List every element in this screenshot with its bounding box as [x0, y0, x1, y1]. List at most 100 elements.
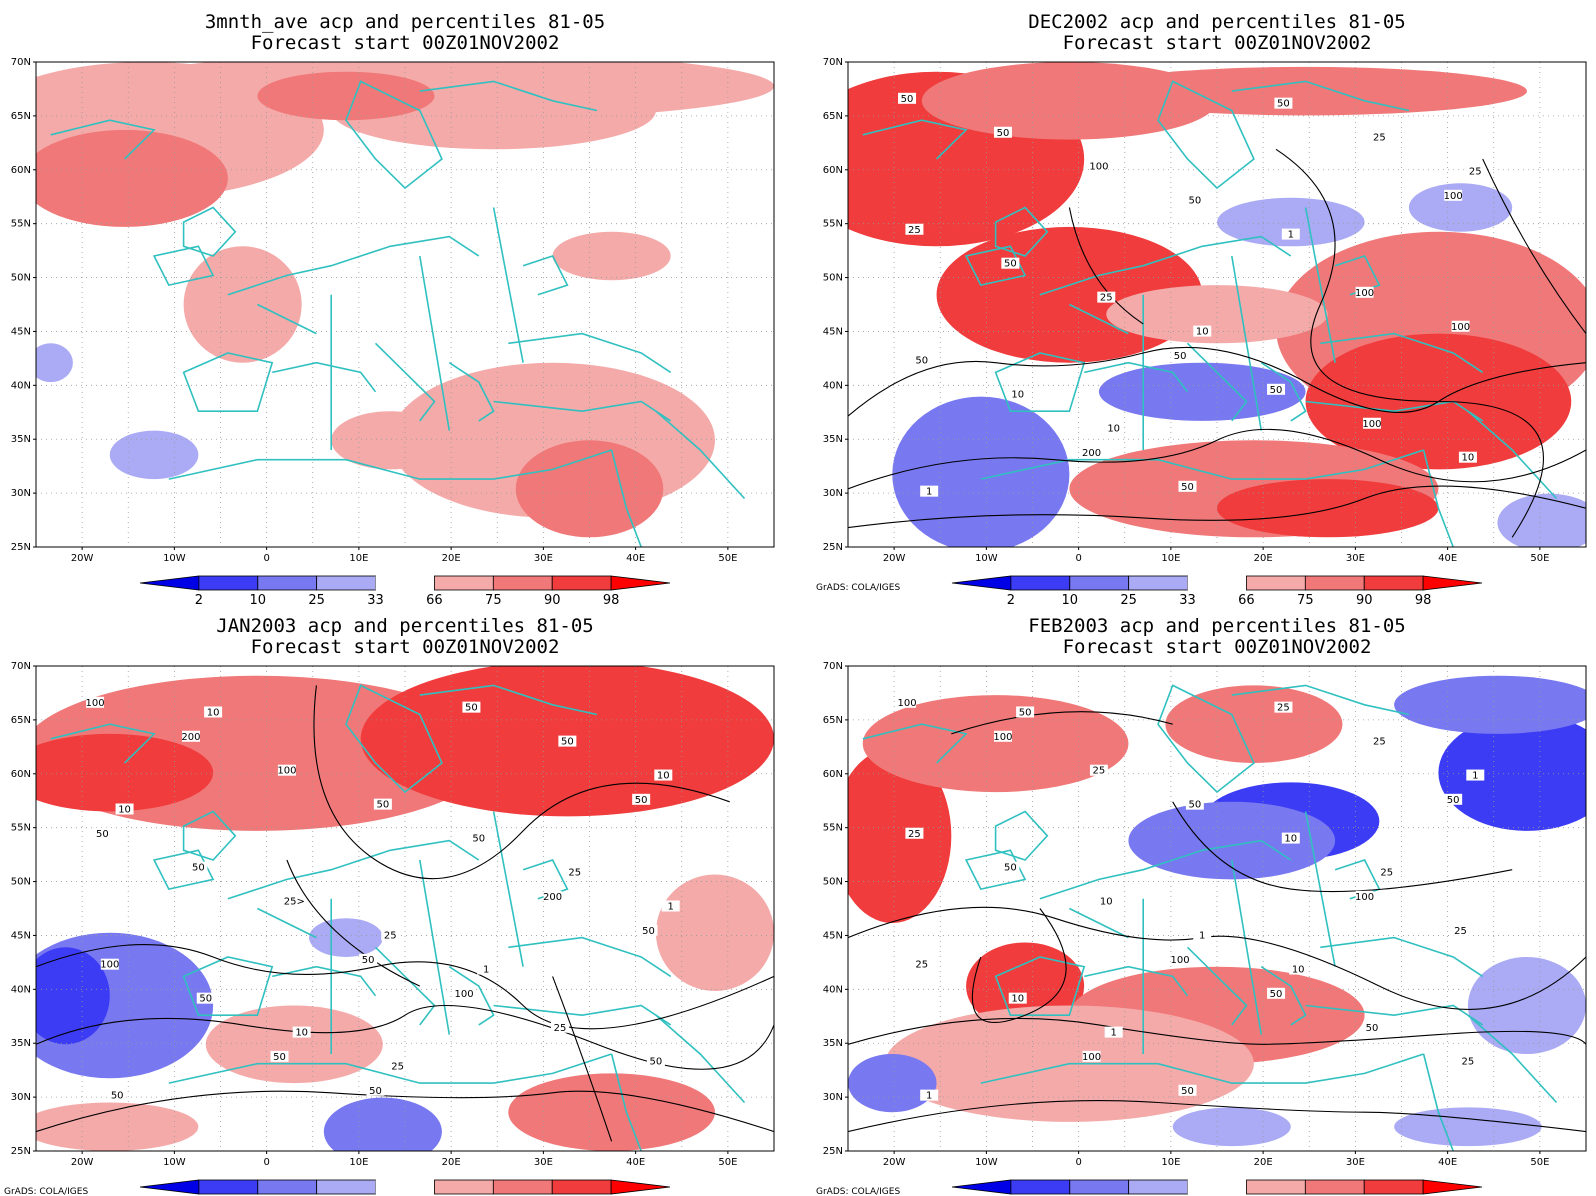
colorbar-label: 66 — [426, 593, 443, 608]
contour-label: 50 — [192, 863, 205, 874]
grads-credit: GrADS: COLA/IGES — [816, 1187, 900, 1196]
lat-tick-label: 60N — [823, 769, 843, 780]
lat-tick-label: 55N — [823, 823, 843, 834]
colorbar-label: 66 — [1238, 593, 1255, 608]
lat-tick-label: 45N — [823, 326, 843, 337]
lon-tick-label: 10W — [163, 553, 186, 564]
contour-label-bg — [654, 769, 673, 781]
lon-tick-label: 30E — [534, 1157, 553, 1168]
lat-tick-label: 65N — [11, 715, 31, 726]
contour-label-bg — [1089, 160, 1108, 172]
coastline — [257, 207, 524, 450]
coastline — [1467, 410, 1558, 500]
contour-label: 100 — [454, 989, 473, 1000]
coastline — [508, 936, 672, 978]
shaded-region — [515, 440, 664, 538]
lon-tick-label: 10E — [1161, 1157, 1180, 1168]
panel-subtitle: Forecast start 00Z01NOV2002 — [251, 32, 560, 54]
coastline — [168, 1053, 612, 1084]
contour-label-bg — [204, 706, 223, 718]
contour-label-bg — [1104, 1026, 1123, 1038]
colorbar-segment — [1128, 575, 1188, 591]
shaded-region — [1394, 1107, 1542, 1147]
lon-tick-label: 0 — [1075, 553, 1081, 564]
contour-label-bg — [108, 1089, 127, 1101]
contour-line — [848, 1017, 1586, 1045]
contour-label: 50 — [472, 834, 485, 845]
contour-label: 200 — [1082, 448, 1101, 459]
lon-tick-label: 40E — [626, 553, 645, 564]
contour-label: 50 — [635, 795, 648, 806]
coastline — [168, 449, 612, 480]
contour-label-bg — [1466, 165, 1485, 177]
shaded-region — [1128, 801, 1336, 880]
contour-label: 25 — [1469, 167, 1482, 178]
contour-label-bg — [1281, 228, 1300, 240]
lat-tick-label: 30N — [11, 1092, 31, 1103]
colorbar-arrow-low — [951, 1179, 1012, 1195]
contour-label: 100 — [1355, 892, 1374, 903]
contour-label: 50 — [1181, 1086, 1194, 1097]
colorbar-segment — [1010, 1179, 1071, 1195]
colorbar-segment — [1363, 1179, 1424, 1195]
shaded-region — [552, 231, 671, 281]
colorbar-segment — [316, 575, 376, 591]
grads-credit: GrADS: COLA/IGES — [816, 583, 900, 593]
contour-label-bg — [905, 827, 924, 839]
contour-label-bg — [1008, 992, 1027, 1004]
lat-tick-label: 40N — [11, 984, 31, 995]
coastline — [257, 811, 524, 1054]
colorbar-segment — [198, 575, 259, 591]
colorbar-label: 10 — [250, 593, 267, 608]
contour-label: 10 — [207, 708, 220, 719]
lon-tick-label: 20W — [883, 553, 906, 564]
lat-tick-label: 35N — [823, 434, 843, 445]
shaded-region — [1084, 66, 1527, 116]
contour-label-bg — [1185, 194, 1204, 206]
colorbar-segment — [257, 575, 318, 591]
lon-tick-label: 50E — [1530, 1157, 1549, 1168]
contour-label-bg — [898, 92, 917, 104]
lat-tick-label: 30N — [11, 488, 31, 499]
shaded-region — [862, 695, 1129, 793]
contour-label-bg — [1001, 257, 1020, 269]
contour-label: 50 — [915, 356, 928, 367]
colorbar-segment — [375, 1180, 435, 1194]
colorbar-segment — [1246, 1179, 1306, 1195]
coastline — [964, 245, 1027, 287]
colorbar-segment — [492, 1179, 553, 1195]
contour-label: 50 — [96, 829, 109, 840]
panel-subtitle: Forecast start 00Z01NOV2002 — [251, 636, 560, 658]
contour-label: 100 — [85, 698, 104, 709]
contour-line — [848, 485, 1586, 529]
contour-label: 10 — [1011, 994, 1024, 1005]
lat-tick-label: 70N — [823, 661, 843, 672]
lon-tick-label: 10E — [349, 1157, 368, 1168]
panel-title: DEC2002 acp and percentiles 81-05 — [1028, 11, 1406, 33]
contour-label: 50 — [901, 94, 914, 105]
contour-label-bg — [455, 987, 474, 999]
coastline — [419, 684, 598, 716]
lon-tick-label: 20W — [71, 1157, 94, 1168]
contour-label-bg — [993, 730, 1012, 742]
colorbar-segment — [1069, 575, 1130, 591]
contour-label: 1 — [483, 965, 489, 976]
lat-tick-label: 25N — [11, 542, 31, 553]
contour-label-bg — [1362, 417, 1381, 429]
contour-label-bg — [1458, 1055, 1477, 1067]
coastline — [182, 810, 237, 861]
contour-label-bg — [1089, 764, 1108, 776]
colorbar-segment — [1069, 1179, 1130, 1195]
lat-tick-label: 45N — [823, 930, 843, 941]
lon-tick-label: 20E — [1254, 1157, 1273, 1168]
contour-label: 50 — [1270, 989, 1283, 1000]
contour-label: 100 — [897, 698, 916, 709]
contour-label: 50 — [650, 1057, 663, 1068]
lon-tick-label: 20W — [883, 1157, 906, 1168]
coastline — [152, 245, 215, 287]
colorbar-segment — [1304, 575, 1365, 591]
contour-label-bg — [469, 832, 488, 844]
colorbar-label: 90 — [1356, 593, 1373, 608]
colorbar-label: 98 — [603, 593, 620, 608]
